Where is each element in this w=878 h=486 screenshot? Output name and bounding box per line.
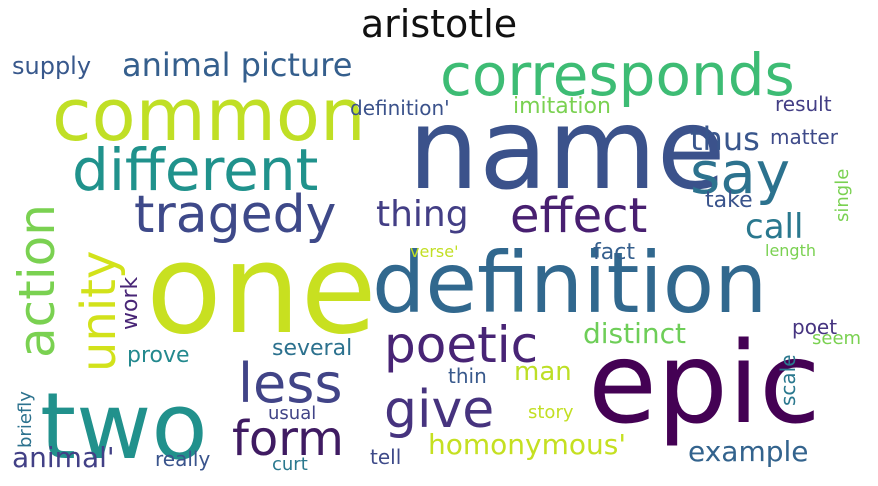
word-11: say — [690, 139, 790, 207]
word-8: tragedy — [134, 185, 336, 245]
word-5: two — [40, 373, 208, 480]
word-40: story — [528, 402, 574, 423]
word-9: action — [8, 204, 66, 358]
word-18: animal picture — [122, 46, 352, 84]
word-21: homonymous' — [428, 428, 626, 461]
word-3: definition — [372, 234, 767, 332]
word-1: one — [146, 218, 377, 362]
word-0: name — [408, 85, 726, 215]
word-36: poet — [792, 315, 837, 339]
word-29: result — [775, 92, 832, 116]
word-30: matter — [770, 125, 839, 149]
word-13: less — [238, 352, 343, 415]
word-24: example — [688, 435, 809, 468]
word-22: distinct — [583, 317, 686, 350]
word-45: briefly — [15, 391, 36, 448]
word-27: definition' — [350, 96, 450, 120]
word-28: imitation — [513, 94, 611, 119]
word-38: thin — [448, 364, 487, 388]
word-14: give — [384, 380, 494, 440]
word-43: curt — [272, 454, 308, 475]
word-7: different — [72, 136, 318, 204]
word-26: supply — [12, 52, 91, 80]
word-cloud-title: aristotle — [360, 2, 518, 46]
word-39: scale — [776, 354, 800, 406]
word-44: tell — [370, 445, 401, 469]
word-25: man — [514, 357, 572, 387]
word-42: really — [155, 447, 210, 471]
word-12: effect — [510, 188, 647, 244]
word-35: prove — [127, 343, 190, 368]
word-15: poetic — [384, 316, 538, 374]
word-16: form — [232, 411, 344, 467]
word-33: work — [118, 277, 143, 330]
word-41: usual — [268, 403, 316, 424]
word-48: single — [832, 169, 853, 222]
word-2: epic — [588, 319, 821, 449]
word-31: take — [705, 188, 753, 213]
word-37: seem — [812, 328, 861, 349]
word-34: several — [272, 336, 352, 361]
word-32: fact — [593, 240, 635, 265]
word-17: thing — [376, 194, 469, 235]
word-19: thus — [690, 120, 760, 158]
word-46: verse' — [410, 242, 458, 261]
word-4: common — [52, 73, 366, 157]
word-6: corresponds — [440, 41, 795, 109]
word-10: unity — [71, 251, 127, 372]
word-20: call — [745, 207, 803, 247]
word-47: length — [765, 241, 816, 260]
word-23: animal' — [12, 441, 115, 474]
